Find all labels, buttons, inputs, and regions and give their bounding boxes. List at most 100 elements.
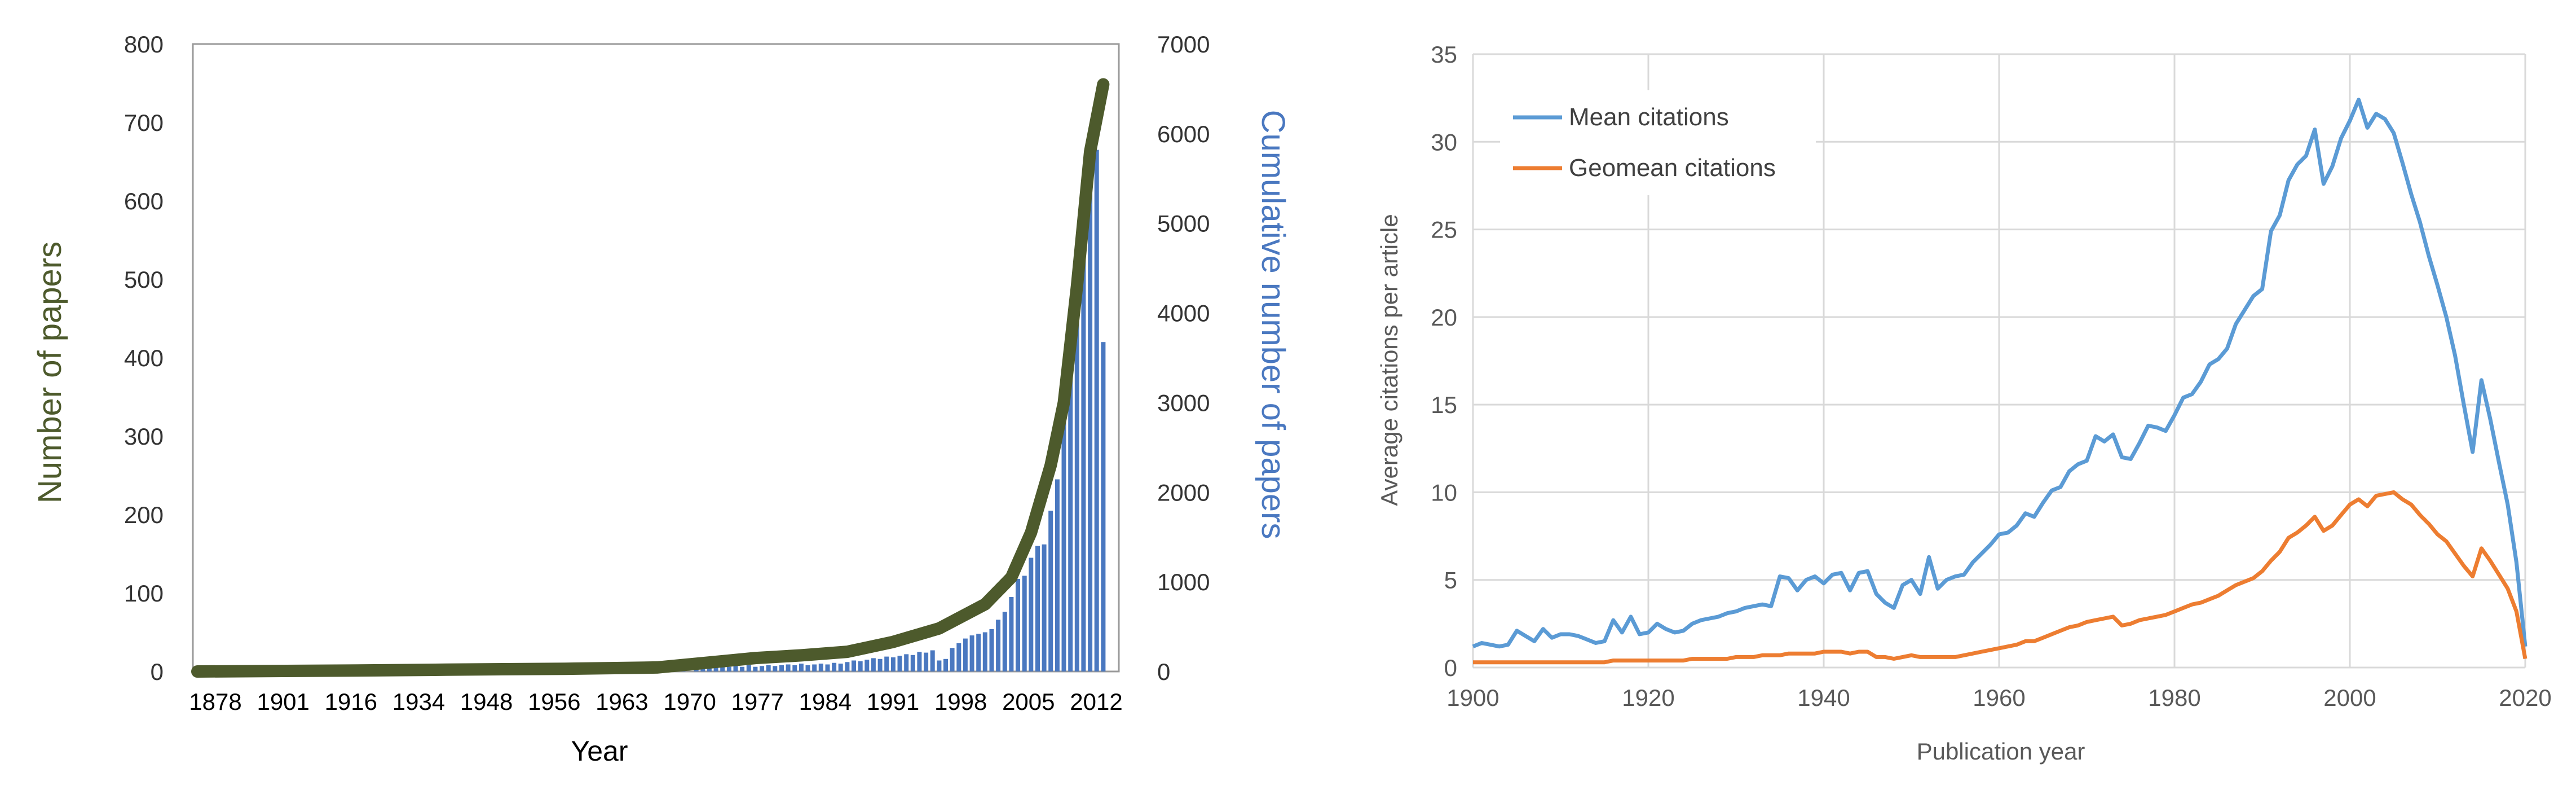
y-tick-label: 600 bbox=[124, 188, 164, 214]
right-y-tick-labels: 0 5 10 15 20 25 30 35 bbox=[1431, 41, 1457, 681]
geomean-citations-line bbox=[1473, 490, 2528, 665]
bar bbox=[890, 657, 896, 671]
right-chart: 0 5 10 15 20 25 30 35 1900 1920 1940 1960 1980 2000 2… bbox=[1376, 41, 2552, 765]
bar bbox=[996, 620, 1001, 671]
bar bbox=[1022, 576, 1027, 671]
bar bbox=[1009, 597, 1014, 671]
bar bbox=[792, 665, 797, 671]
y-tick-label: 400 bbox=[124, 345, 164, 371]
x-tick-label: 1901 bbox=[257, 688, 309, 715]
bar bbox=[976, 634, 981, 671]
bar bbox=[937, 660, 942, 671]
bar bbox=[733, 666, 738, 671]
bar bbox=[799, 664, 804, 671]
bar bbox=[700, 668, 705, 671]
y2-tick-label: 3000 bbox=[1157, 389, 1210, 416]
x-tick-label: 1956 bbox=[528, 688, 580, 715]
bar bbox=[773, 666, 778, 671]
bar bbox=[969, 635, 974, 671]
bar bbox=[1088, 134, 1093, 671]
bar bbox=[864, 660, 870, 671]
y2-tick-label: 0 bbox=[1157, 658, 1170, 685]
bar bbox=[838, 664, 843, 671]
bar bbox=[713, 668, 718, 671]
y2-tick-label: 4000 bbox=[1157, 300, 1210, 327]
mean-citations-line bbox=[1472, 98, 2528, 649]
x-tick-label: 1878 bbox=[189, 688, 241, 715]
x-tick-label: 1980 bbox=[2148, 684, 2200, 711]
bar bbox=[982, 632, 987, 671]
bar bbox=[917, 652, 922, 672]
y2-tick-label: 7000 bbox=[1157, 31, 1210, 58]
y-tick-label: 30 bbox=[1431, 129, 1457, 155]
x-tick-label: 1977 bbox=[731, 688, 783, 715]
right-x-axis-title: Publication year bbox=[1917, 738, 2085, 765]
legend-background bbox=[1500, 90, 1816, 195]
legend: Mean citations Geomean citations bbox=[1500, 90, 1816, 195]
bar bbox=[845, 662, 850, 671]
y-tick-label: 500 bbox=[124, 266, 164, 293]
y-tick-label: 100 bbox=[124, 580, 164, 607]
bar bbox=[1042, 544, 1047, 671]
left-chart: 0 100 200 300 400 500 600 700 800 0 1000 2000 3000 4… bbox=[32, 31, 1291, 767]
x-tick-label: 1998 bbox=[934, 688, 987, 715]
bar bbox=[943, 658, 948, 671]
left-y2-axis-title: Cumulative number of papers bbox=[1255, 110, 1291, 539]
bar bbox=[1061, 412, 1066, 671]
y-tick-label: 0 bbox=[151, 658, 164, 685]
bar bbox=[924, 652, 929, 671]
bar bbox=[760, 666, 765, 671]
x-tick-label: 1948 bbox=[460, 688, 513, 715]
bar bbox=[950, 648, 955, 671]
bar bbox=[1035, 546, 1040, 671]
y-tick-label: 15 bbox=[1431, 392, 1457, 418]
left-y2-tick-labels: 0 1000 2000 3000 4000 5000 6000 7000 bbox=[1157, 31, 1210, 685]
bar bbox=[1048, 511, 1053, 671]
x-tick-label: 2005 bbox=[1002, 688, 1055, 715]
y-tick-label: 35 bbox=[1431, 41, 1457, 68]
left-x-tick-labels: 1878 1901 1916 1934 1948 1956 1963 1970 1977 1984… bbox=[189, 688, 1122, 715]
x-tick-label: 1916 bbox=[325, 688, 377, 715]
bar bbox=[871, 658, 876, 671]
bar bbox=[897, 656, 902, 671]
bar bbox=[956, 643, 961, 671]
bar bbox=[779, 665, 784, 671]
bar bbox=[884, 656, 889, 671]
x-tick-label: 1940 bbox=[1797, 684, 1850, 711]
bar bbox=[1094, 150, 1099, 672]
left-plot-area bbox=[192, 43, 1120, 673]
legend-geomean-label: Geomean citations bbox=[1569, 154, 1776, 182]
y-tick-label: 25 bbox=[1431, 217, 1457, 243]
bar bbox=[825, 664, 830, 671]
left-y-tick-labels: 0 100 200 300 400 500 600 700 800 bbox=[124, 31, 164, 685]
y-tick-label: 5 bbox=[1444, 567, 1457, 594]
x-tick-label: 1934 bbox=[392, 688, 445, 715]
bar bbox=[786, 664, 791, 671]
x-tick-label: 2000 bbox=[2323, 684, 2376, 711]
y2-tick-label: 1000 bbox=[1157, 569, 1210, 595]
right-gridlines bbox=[1472, 53, 2526, 669]
bar bbox=[766, 665, 771, 671]
bar bbox=[805, 665, 810, 671]
right-y-axis-title: Average citations per article bbox=[1376, 214, 1402, 506]
x-tick-label: 1963 bbox=[596, 688, 648, 715]
bar bbox=[707, 666, 712, 671]
y2-tick-label: 6000 bbox=[1157, 121, 1210, 147]
bar bbox=[1002, 612, 1007, 671]
x-tick-label: 2020 bbox=[2499, 684, 2551, 711]
bar bbox=[1055, 479, 1060, 671]
x-tick-label: 2012 bbox=[1070, 688, 1122, 715]
x-tick-label: 1991 bbox=[867, 688, 919, 715]
y-tick-label: 800 bbox=[124, 31, 164, 58]
y-tick-label: 0 bbox=[1444, 655, 1457, 681]
bar bbox=[858, 661, 863, 671]
cumulative-line bbox=[191, 78, 1110, 678]
bar bbox=[753, 666, 758, 671]
y-tick-label: 20 bbox=[1431, 304, 1457, 331]
legend-mean-label: Mean citations bbox=[1569, 103, 1729, 131]
y-tick-label: 10 bbox=[1431, 479, 1457, 506]
y-tick-label: 700 bbox=[124, 109, 164, 136]
bar bbox=[1029, 557, 1034, 671]
bar bbox=[832, 662, 837, 671]
